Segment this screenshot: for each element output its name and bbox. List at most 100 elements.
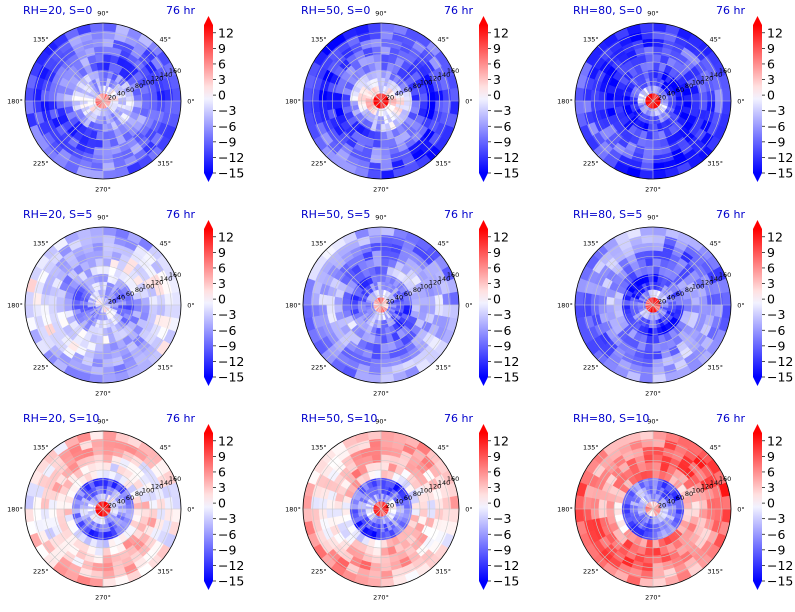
field-cell — [380, 438, 394, 448]
angle-tick-label: 90° — [647, 214, 659, 222]
field-cell — [367, 577, 382, 587]
polar-grid — [24, 226, 182, 384]
field-cell — [367, 169, 382, 179]
polar-panel: 20 40 60 801001201401600°45°90°135°180°225°… — [557, 4, 793, 194]
angle-tick-label: 45° — [437, 443, 449, 451]
field-cell — [605, 92, 615, 102]
polar-panel: 20 40 60 801001201401600°45°90°135°180°225°… — [557, 208, 793, 398]
field-cell — [90, 162, 104, 172]
colorbar-tick-label: −6 — [493, 119, 511, 134]
colorbar-tick-label: −3 — [767, 103, 785, 118]
field-cell — [442, 304, 452, 318]
field-cell — [48, 295, 58, 306]
colorbar-tick-label: 3 — [493, 72, 501, 87]
angle-tick-label: 270° — [373, 390, 389, 398]
radial-tick-label: 60 — [676, 86, 684, 94]
field-cell — [133, 100, 143, 109]
angle-tick-label: 315° — [157, 568, 173, 576]
angular-gridline — [597, 100, 654, 157]
field-cell — [598, 91, 608, 102]
angle-tick-label: 315° — [435, 364, 451, 372]
angular-gridline — [47, 304, 104, 361]
field-cell — [380, 366, 394, 376]
field-cell — [419, 304, 429, 314]
field-cell — [48, 499, 58, 510]
colorbar-tick-label: −12 — [493, 354, 519, 369]
angular-gridline — [102, 304, 159, 361]
field-cell — [426, 91, 436, 102]
field-cell — [25, 291, 35, 306]
field-cell — [368, 162, 382, 172]
field-cell — [640, 234, 654, 244]
colorbar-tick-label: 12 — [767, 25, 783, 40]
field-cell — [652, 350, 663, 360]
angle-tick-label: 225° — [311, 568, 327, 576]
radial-tick-label: 60 — [676, 290, 684, 298]
angular-gridline — [102, 249, 159, 306]
colorbar-extend-top — [204, 424, 213, 433]
field-cell — [341, 501, 351, 510]
colorbar-extend-bottom — [479, 173, 488, 182]
field-cell — [63, 501, 73, 510]
angle-tick-label: 180° — [557, 302, 573, 310]
field-cell — [380, 431, 395, 441]
field-cell — [575, 87, 585, 102]
colorbar-tick-label: 0 — [493, 496, 501, 511]
radial-tick-label: 80 — [685, 82, 693, 90]
field-cell — [164, 304, 174, 318]
angle-tick-label: 135° — [311, 35, 327, 43]
colorbar-tick-label: −9 — [493, 542, 511, 557]
field-cell — [639, 227, 654, 237]
field-cell — [310, 496, 320, 510]
panel-time-label: 76 hr — [444, 4, 473, 17]
field-cell — [368, 366, 382, 376]
panel-time-label: 76 hr — [166, 412, 195, 425]
colorbar-tick-label: 12 — [493, 25, 509, 40]
colorbar-extend-top — [479, 16, 488, 25]
field-cell — [94, 343, 104, 353]
colorbar-tick-label: −6 — [767, 323, 785, 338]
radial-tick-label: 80 — [135, 286, 143, 294]
field-cell — [326, 295, 336, 306]
colorbar-tick-label: 6 — [218, 464, 226, 479]
polar-grid — [574, 22, 732, 180]
field-cell — [380, 461, 390, 471]
field-cell — [598, 499, 608, 510]
field-cell — [326, 508, 336, 519]
colorbar-scale — [204, 229, 213, 377]
colorbar-tick-label: 12 — [767, 229, 783, 244]
angle-tick-label: 45° — [159, 35, 171, 43]
field-cell — [380, 265, 389, 275]
colorbar-tick-label: 3 — [218, 72, 226, 87]
field-cell — [449, 100, 459, 115]
field-cell — [449, 508, 459, 523]
field-cell — [652, 46, 663, 56]
angle-tick-label: 180° — [285, 506, 301, 514]
field-cell — [411, 304, 421, 313]
colorbar-tick-label: 3 — [767, 276, 775, 291]
angle-tick-label: 180° — [7, 506, 23, 514]
colorbar-tick-label: −15 — [493, 166, 519, 181]
field-cell — [652, 438, 666, 448]
field-cell — [714, 496, 724, 510]
field-cell — [613, 93, 623, 102]
colorbar-scale — [753, 433, 762, 581]
colorbar-tick-label: 12 — [218, 25, 234, 40]
angular-gridline — [652, 45, 709, 102]
angle-tick-label: 135° — [583, 443, 599, 451]
angle-tick-label: 135° — [311, 239, 327, 247]
angle-tick-label: 45° — [437, 35, 449, 43]
field-cell — [411, 100, 421, 109]
colorbar-extend-bottom — [753, 377, 762, 386]
radial-tick-label: 60 — [676, 494, 684, 502]
field-cell — [380, 227, 395, 237]
field-cell — [102, 350, 113, 360]
field-cell — [89, 169, 104, 179]
angle-tick-label: 180° — [285, 302, 301, 310]
field-cell — [639, 373, 654, 383]
field-cell — [171, 100, 181, 115]
angle-tick-label: 225° — [33, 160, 49, 168]
radial-tick-label: 160 — [169, 475, 181, 483]
